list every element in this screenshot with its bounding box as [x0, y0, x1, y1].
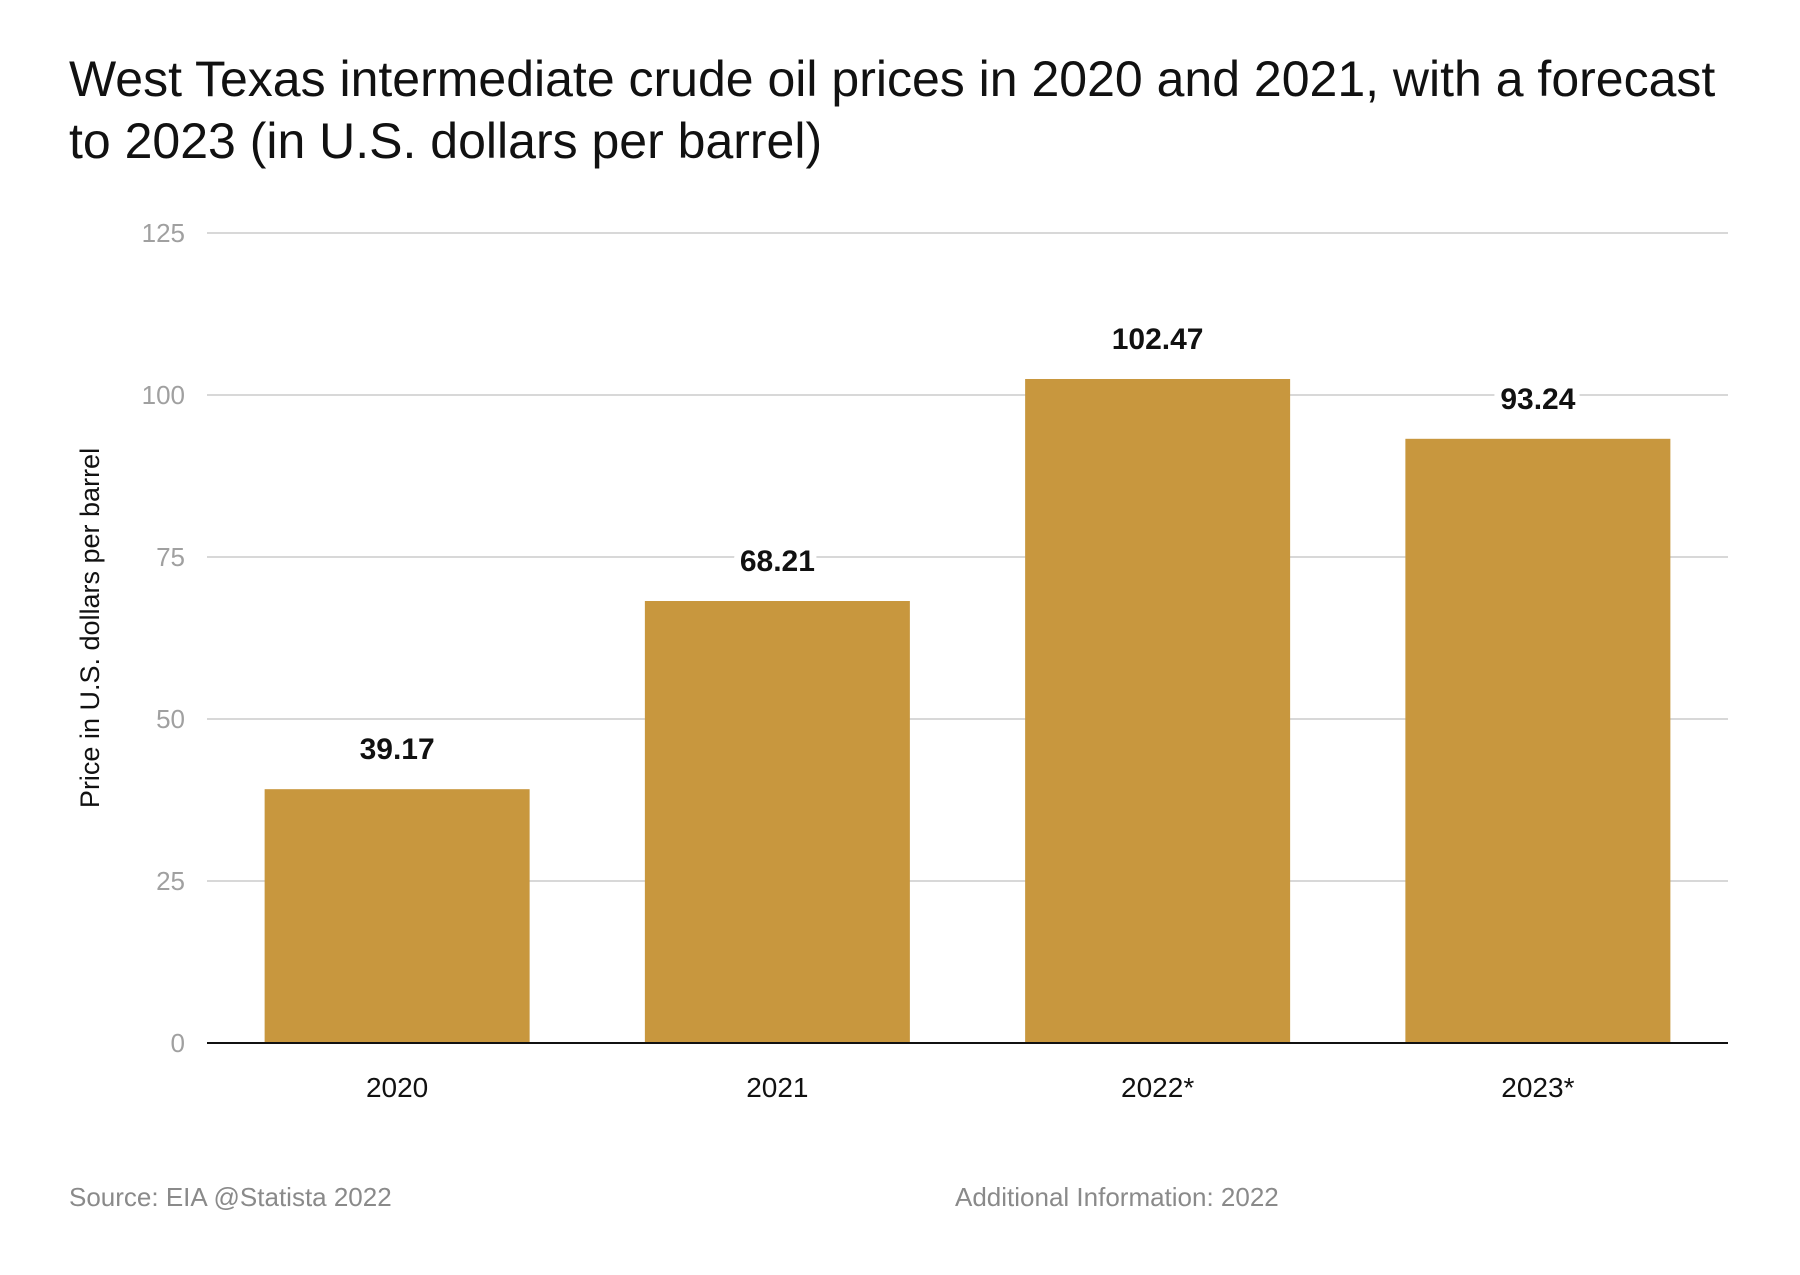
bar [264, 789, 530, 1043]
y-axis-ticks: 0 25 50 75 100 125 [142, 218, 185, 1058]
chart-title: West Texas intermediate crude oil prices… [69, 51, 1716, 169]
x-tick-label: 2023* [1501, 1072, 1574, 1103]
y-tick-label: 25 [156, 866, 185, 896]
value-label: 102.47 [1112, 323, 1204, 356]
value-label: 68.21 [740, 545, 815, 578]
value-label: 93.24 [1500, 383, 1575, 416]
value-labels: 39.17 68.21 102.47 93.24 [353, 316, 1583, 773]
x-tick-label: 2020 [366, 1072, 428, 1103]
y-axis-label: Price in U.S. dollars per barrel [75, 448, 105, 808]
bars [264, 378, 1671, 1043]
bar [644, 600, 910, 1043]
y-tick-label: 125 [142, 218, 185, 248]
source-note: Source: EIA @Statista 2022 [69, 1182, 392, 1212]
y-tick-label: 100 [142, 380, 185, 410]
y-tick-label: 50 [156, 704, 185, 734]
x-tick-label: 2021 [746, 1072, 808, 1103]
x-axis-ticks: 2020 2021 2022* 2023* [366, 1072, 1575, 1103]
additional-info-note: Additional Information: 2022 [955, 1182, 1279, 1212]
bar [1025, 378, 1291, 1043]
bar [1405, 438, 1671, 1043]
y-tick-label: 75 [156, 542, 185, 572]
x-tick-label: 2022* [1121, 1072, 1194, 1103]
y-tick-label: 0 [171, 1028, 185, 1058]
value-label: 39.17 [360, 733, 435, 766]
